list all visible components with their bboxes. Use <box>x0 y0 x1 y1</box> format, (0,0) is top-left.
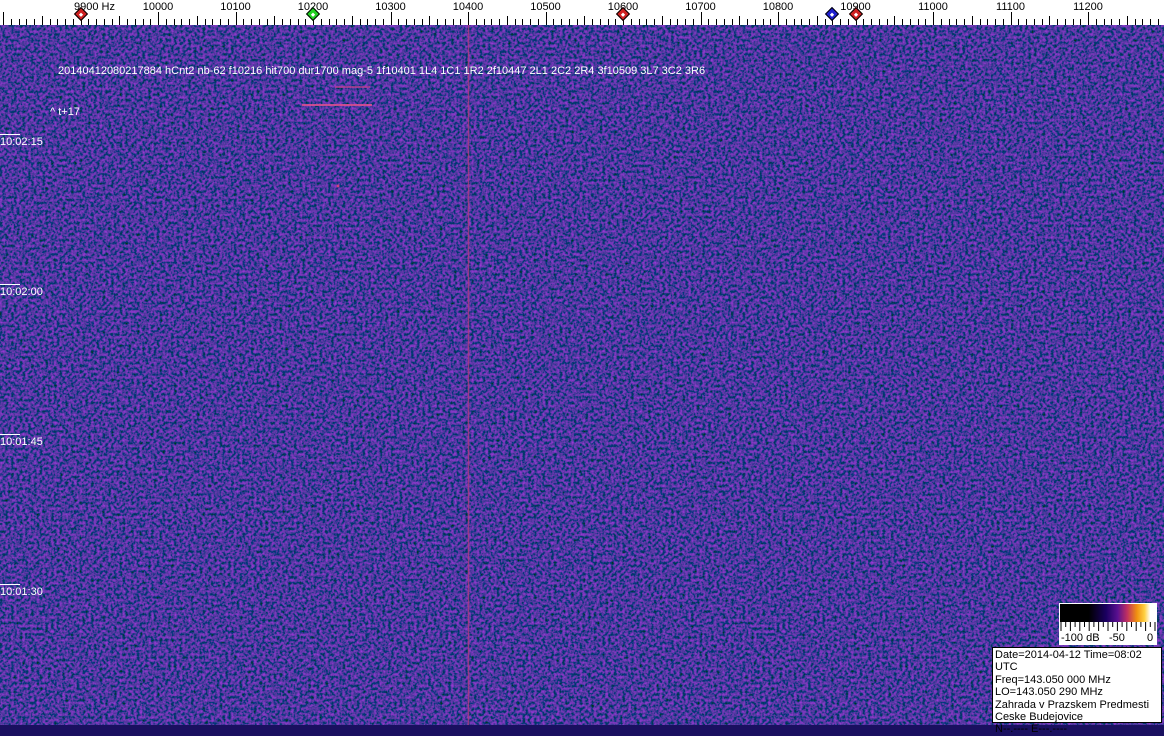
frequency-label: 10500 <box>530 1 561 13</box>
frequency-label: 10000 <box>142 1 174 13</box>
waterfall-spectrogram[interactable] <box>0 25 1164 725</box>
time-label: 10:02:00 <box>0 284 43 298</box>
color-bar: -100 dB -50 0 <box>1059 603 1157 645</box>
colorbar-label-min: -100 dB <box>1061 632 1100 644</box>
frequency-ticks <box>3 12 1159 25</box>
frequency-label: 11200 <box>1073 1 1103 13</box>
frequency-scale[interactable]: 9900 Hz100001010010200103001040010500106… <box>0 0 1164 25</box>
colorbar-ticks <box>1060 622 1156 631</box>
echo-dot <box>336 184 340 188</box>
frequency: Freq=143.050 000 MHz <box>995 673 1111 686</box>
colorbar-label-max: 0 <box>1147 632 1154 644</box>
frequency-label: 11000 <box>918 1 948 13</box>
colorbar-label-mid: -50 <box>1109 632 1125 644</box>
frequency-label: 10300 <box>375 1 406 13</box>
detection-info: 20140412080217884 hCnt2 nb-62 f10216 hit… <box>58 65 706 77</box>
local-oscillator: LO=143.050 290 MHz <box>995 686 1103 699</box>
info-box: Date=2014-04-12 Time=08:02 UTC Freq=143.… <box>992 647 1162 735</box>
time-label: 10:02:15 <box>0 134 43 148</box>
time-label: 10:01:45 <box>0 434 43 448</box>
location-line-2: Ceske Budejovice <box>995 711 1084 724</box>
frequency-label: 10700 <box>685 1 716 13</box>
time-label: 10:01:30 <box>0 584 43 598</box>
frequency-label: 10800 <box>762 1 794 13</box>
frequency-label: 10400 <box>452 1 484 13</box>
frequency-label: 11100 <box>996 1 1025 13</box>
frequency-label: 10100 <box>220 1 251 13</box>
noise-texture <box>0 25 1164 725</box>
time-offset: ^ t+17 <box>50 106 80 118</box>
color-gradient <box>1060 604 1156 622</box>
location-line-1: Zahrada v Prazskem Predmesti <box>995 698 1150 711</box>
date-time: Date=2014-04-12 Time=08:02 UTC <box>995 649 1142 674</box>
coordinates: N--.---- E---.---- <box>995 723 1068 736</box>
